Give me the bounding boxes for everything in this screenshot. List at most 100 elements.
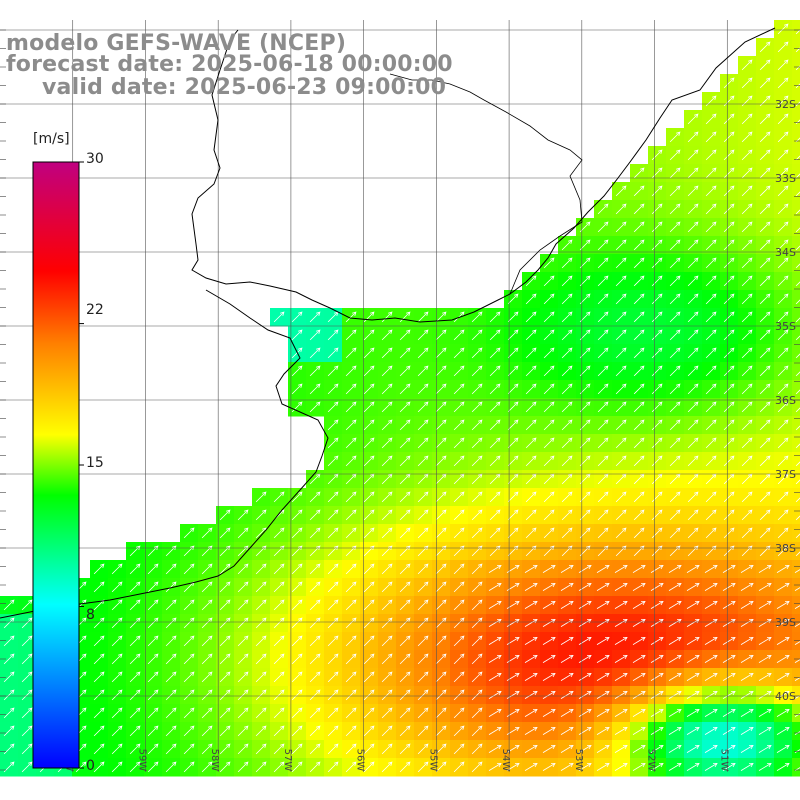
wind-arrow bbox=[201, 725, 213, 737]
wind-arrow bbox=[219, 617, 231, 629]
wind-cell bbox=[792, 596, 800, 615]
wind-arrow bbox=[435, 563, 447, 575]
wind-arrow bbox=[722, 726, 736, 735]
wind-arrow bbox=[21, 761, 33, 773]
wind-arrow bbox=[795, 155, 800, 161]
wind-arrow bbox=[488, 636, 502, 645]
wind-arrow bbox=[578, 744, 592, 753]
wind-arrow bbox=[309, 725, 321, 737]
wind-arrow bbox=[417, 437, 429, 449]
wind-arrow bbox=[686, 582, 700, 591]
wind-arrow bbox=[651, 347, 663, 359]
wind-arrow bbox=[759, 311, 771, 323]
wind-arrow bbox=[453, 761, 465, 773]
wind-arrow bbox=[273, 635, 285, 647]
wind-arrow bbox=[363, 437, 375, 449]
wind-arrow bbox=[327, 689, 339, 701]
wind-arrow bbox=[740, 636, 754, 645]
wind-arrow bbox=[327, 635, 339, 647]
wind-arrow bbox=[686, 690, 700, 699]
wind-cell bbox=[792, 704, 800, 723]
wind-arrow bbox=[705, 221, 717, 233]
wind-arrow bbox=[363, 455, 375, 467]
wind-arrow bbox=[165, 653, 177, 665]
wind-arrow bbox=[740, 564, 754, 573]
wind-cell bbox=[792, 380, 800, 399]
wind-arrow bbox=[687, 491, 699, 503]
wind-arrow bbox=[488, 744, 502, 753]
wind-arrow bbox=[399, 689, 411, 701]
map-title-valid-date: valid date: 2025-06-23 09:00:00 bbox=[42, 75, 447, 100]
wind-arrow bbox=[93, 635, 105, 647]
wind-arrow bbox=[255, 599, 267, 611]
wind-arrow bbox=[291, 563, 303, 575]
wind-arrow bbox=[795, 191, 800, 197]
wind-arrow bbox=[524, 672, 538, 681]
wind-arrow bbox=[795, 137, 800, 143]
wind-arrow bbox=[219, 671, 231, 683]
wind-arrow bbox=[309, 707, 321, 719]
wind-arrow bbox=[453, 581, 465, 593]
wind-arrow bbox=[471, 653, 483, 665]
wind-arrow bbox=[578, 564, 592, 573]
wind-arrow bbox=[615, 329, 627, 341]
wind-arrow bbox=[795, 245, 800, 251]
wind-cell bbox=[792, 506, 800, 525]
wind-cell bbox=[792, 92, 800, 111]
wind-arrow bbox=[795, 353, 800, 359]
longitude-label: 54W bbox=[500, 749, 511, 772]
wind-arrow bbox=[776, 636, 790, 645]
wind-arrow bbox=[669, 455, 681, 467]
wind-arrow bbox=[507, 365, 519, 377]
wind-arrow bbox=[543, 401, 555, 413]
wind-cell bbox=[792, 56, 800, 75]
wind-arrow bbox=[147, 599, 159, 611]
wind-arrow bbox=[596, 600, 610, 609]
wind-arrow bbox=[399, 725, 411, 737]
wind-arrow bbox=[615, 239, 627, 251]
wind-arrow bbox=[687, 419, 699, 431]
colorbar-tick-label-8: 8 bbox=[86, 607, 95, 623]
wind-arrow bbox=[399, 509, 411, 521]
wind-cell bbox=[792, 272, 800, 291]
wind-arrow bbox=[705, 329, 717, 341]
wind-arrow bbox=[686, 600, 700, 609]
wind-arrow bbox=[669, 185, 681, 197]
wind-arrow bbox=[795, 47, 800, 53]
wind-arrow bbox=[453, 743, 465, 755]
wind-arrow bbox=[560, 690, 574, 699]
wind-arrow bbox=[453, 347, 465, 359]
wind-arrow bbox=[723, 257, 735, 269]
wind-arrow bbox=[183, 653, 195, 665]
wind-arrow bbox=[650, 636, 664, 645]
wind-arrow bbox=[129, 761, 141, 773]
wind-arrow bbox=[453, 401, 465, 413]
wind-arrow bbox=[489, 419, 501, 431]
wind-arrow bbox=[219, 563, 231, 575]
wind-arrow bbox=[795, 443, 800, 449]
wind-arrow bbox=[435, 491, 447, 503]
wind-arrow bbox=[417, 455, 429, 467]
wind-arrow bbox=[399, 707, 411, 719]
wind-arrow bbox=[722, 582, 736, 591]
wind-arrow bbox=[309, 581, 321, 593]
wind-arrow bbox=[399, 743, 411, 755]
wind-arrow bbox=[111, 617, 123, 629]
wind-arrow bbox=[417, 635, 429, 647]
wind-arrow bbox=[615, 383, 627, 395]
wind-arrow bbox=[777, 509, 789, 521]
wind-arrow bbox=[309, 617, 321, 629]
wind-arrow bbox=[777, 401, 789, 413]
wind-arrow bbox=[525, 383, 537, 395]
wind-arrow bbox=[435, 347, 447, 359]
wind-arrow bbox=[777, 77, 789, 89]
wind-arrow bbox=[363, 653, 375, 665]
wind-arrow bbox=[183, 761, 195, 773]
wind-arrow bbox=[435, 707, 447, 719]
wind-arrow bbox=[417, 617, 429, 629]
wind-arrow bbox=[615, 275, 627, 287]
wind-arrow bbox=[668, 654, 682, 663]
wind-arrow bbox=[650, 564, 664, 573]
wind-arrow bbox=[453, 509, 465, 521]
